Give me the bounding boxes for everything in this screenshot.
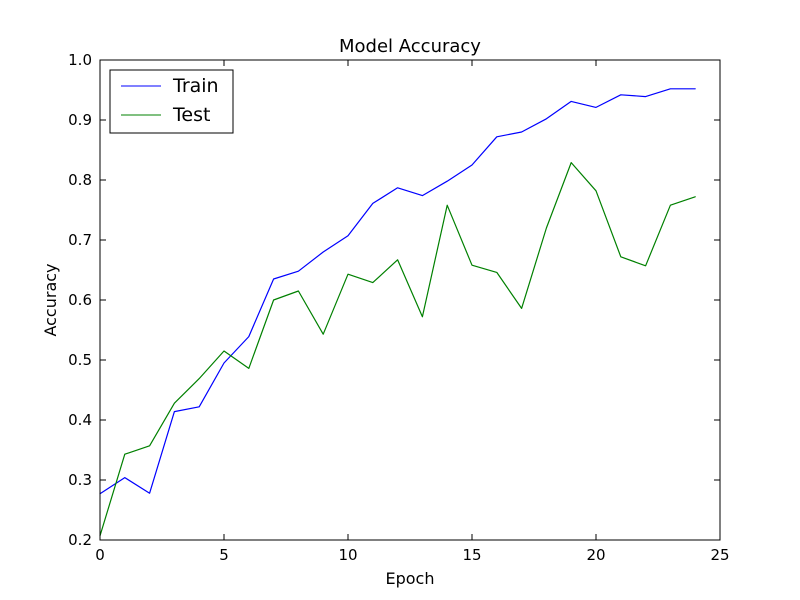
y-tick-label-2: 0.4 (68, 411, 92, 429)
y-tick-label-3: 0.5 (68, 351, 92, 369)
y-tick-label-1: 0.3 (68, 471, 92, 489)
x-tick-label-1: 5 (219, 546, 229, 564)
y-axis-label: Accuracy (41, 263, 60, 336)
legend-label-train: Train (172, 75, 219, 97)
x-tick-label-0: 0 (95, 546, 105, 564)
ticks-layer: 0 5 10 15 20 25 0.2 0.3 0.4 0.5 0.6 0.7 0.8 0.9 1.0 (68, 51, 729, 564)
x-axis-label: Epoch (386, 569, 435, 588)
legend-label-test: Test (172, 104, 210, 126)
series-line-test (99, 162, 696, 537)
x-tick-label-2: 10 (338, 546, 357, 564)
chart-title: Model Accuracy (339, 36, 481, 57)
x-tick-label-3: 15 (462, 546, 481, 564)
x-tick-label-4: 20 (586, 546, 605, 564)
x-tick-label-5: 25 (710, 546, 729, 564)
y-tick-label-4: 0.6 (68, 291, 92, 309)
y-tick-label-5: 0.7 (68, 231, 92, 249)
series-line-train (99, 88, 696, 495)
y-tick-label-6: 0.8 (68, 171, 92, 189)
y-tick-label-8: 1.0 (68, 51, 92, 69)
legend: Train Test (109, 69, 234, 134)
series-layer (99, 88, 696, 537)
y-tick-label-7: 0.9 (68, 111, 92, 129)
y-tick-label-0: 0.2 (68, 531, 92, 549)
legend-box (109, 69, 234, 134)
